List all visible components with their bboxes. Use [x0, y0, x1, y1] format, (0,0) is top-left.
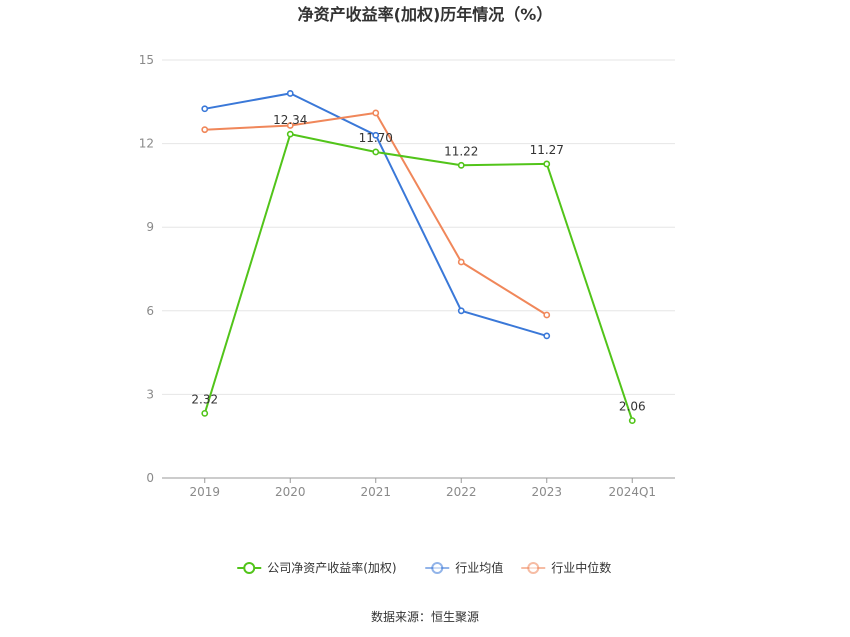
data-point: [457, 161, 465, 169]
data-point: [286, 130, 294, 138]
legend-item: 行业中位数: [521, 560, 611, 575]
series-line: [204, 92, 548, 337]
data-point: [457, 258, 465, 266]
source-text: 数据来源：恒生聚源: [371, 609, 479, 624]
data-label: 11.22: [444, 144, 478, 158]
data-label: 11.70: [359, 131, 393, 145]
data-label: 12.34: [273, 113, 307, 127]
legend: 公司净资产收益率(加权) 行业均值 行业中位数: [237, 560, 611, 575]
y-tick-label: 12: [139, 137, 154, 151]
x-tick-label: 2020: [275, 485, 306, 499]
data-point: [201, 409, 209, 417]
legend-item: 行业均值: [425, 560, 503, 575]
x-tick-label: 2024Q1: [608, 485, 656, 499]
data-point: [543, 311, 551, 319]
x-tick-label: 2022: [446, 485, 477, 499]
data-label: 2.32: [191, 392, 218, 406]
chart-title: 净资产收益率(加权)历年情况（%）: [298, 5, 553, 24]
x-tick-label: 2021: [360, 485, 391, 499]
y-tick-label: 0: [146, 471, 154, 485]
legend-label: 行业均值: [455, 560, 503, 575]
x-tick-label: 2023: [531, 485, 562, 499]
series-group: [201, 90, 636, 424]
axes: 0 3 6 9 12 15 2019 2020 2021 2022 2023 2024Q1: [139, 53, 675, 499]
x-tick-label: 2019: [189, 485, 220, 499]
y-tick-label: 9: [146, 220, 154, 234]
legend-marker: [243, 562, 256, 574]
data-point: [543, 332, 551, 340]
series-line: [203, 133, 634, 421]
data-point: [286, 122, 294, 129]
data-point: [372, 109, 380, 117]
data-point: [201, 126, 209, 134]
data-point: [201, 105, 209, 113]
data-point: [457, 307, 465, 315]
legend-label: 公司净资产收益率(加权): [267, 560, 396, 575]
y-tick-label: 3: [146, 387, 154, 401]
legend-marker: [527, 562, 540, 574]
data-point: [628, 417, 636, 424]
data-point: [286, 90, 294, 97]
y-tick-label: 6: [146, 304, 154, 318]
legend-label: 行业中位数: [551, 560, 611, 575]
y-tick-label: 15: [139, 53, 154, 67]
legend-item: 公司净资产收益率(加权): [237, 560, 397, 575]
data-point: [372, 148, 380, 156]
data-label: 2.06: [619, 400, 646, 414]
data-point: [372, 131, 380, 139]
grid-lines: [162, 59, 675, 395]
data-labels: 2.32 12.34 11.70 11.22 11.27 2.06: [191, 113, 645, 413]
data-label: 11.27: [530, 143, 564, 157]
data-point: [543, 160, 551, 168]
legend-marker: [431, 562, 444, 574]
